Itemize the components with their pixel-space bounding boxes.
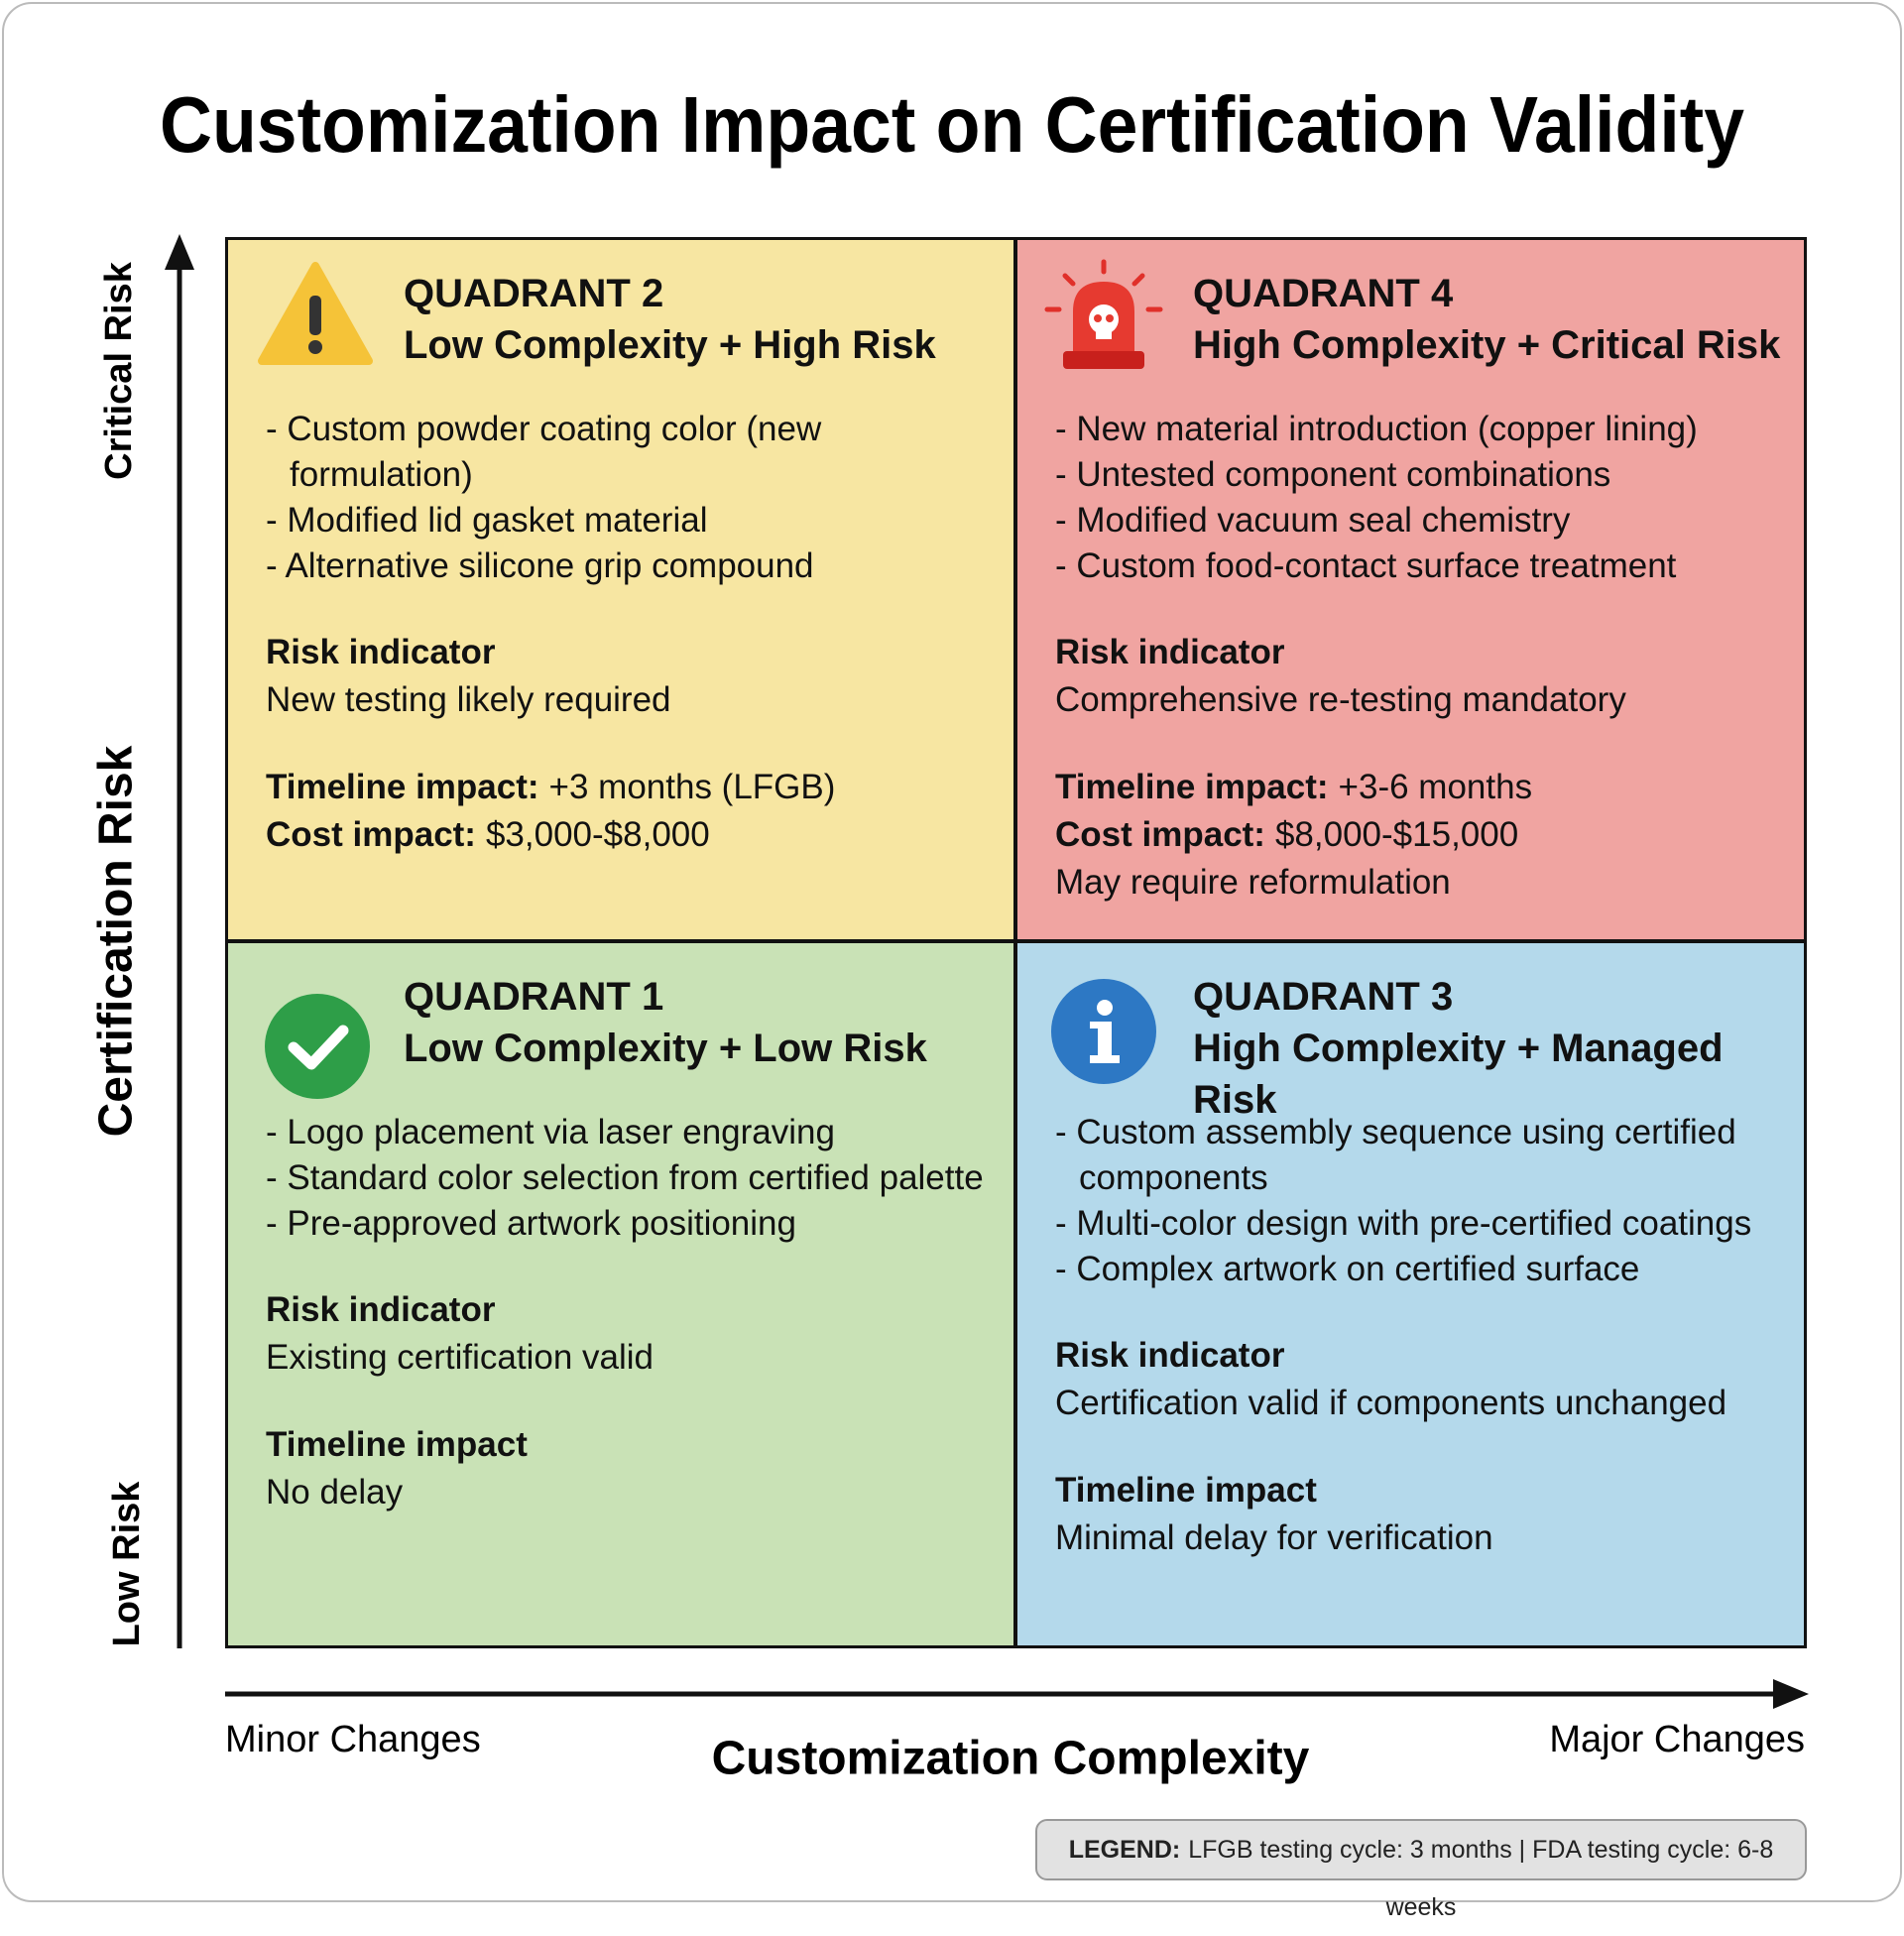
quadrant-body: - Custom assembly sequence using certifi… — [1055, 1110, 1784, 1562]
info-text: Minimal delay for verification — [1055, 1518, 1493, 1557]
info-label: Timeline impact — [266, 1425, 528, 1464]
info-icon — [1051, 979, 1156, 1084]
check-icon — [265, 994, 370, 1099]
info-text: No delay — [266, 1473, 404, 1512]
list-item: - Custom powder coating color (new formu… — [266, 410, 822, 494]
quadrant-label: QUADRANT 1 — [404, 975, 664, 1019]
quadrant-label: QUADRANT 3 — [1193, 975, 1454, 1019]
quadrant-heading: QUADRANT 3 High Complexity + Managed Risk — [1193, 971, 1804, 1126]
info-line: Risk indicator — [1055, 629, 1784, 676]
legend: LEGEND: LFGB testing cycle: 3 months | FD… — [1035, 1819, 1807, 1921]
list-item: - Alternative silicone grip compound — [266, 546, 814, 585]
info-block: Timeline impact No delay — [266, 1421, 995, 1516]
quadrant-title: High Complexity + Critical Risk — [1193, 323, 1781, 367]
title: Customization Impact on Certification Va… — [160, 80, 1744, 169]
info-text: +3-6 months — [1338, 768, 1533, 806]
quadrant-title: Low Complexity + Low Risk — [404, 1027, 927, 1070]
warning-icon — [258, 262, 373, 365]
info-line: Risk indicator — [1055, 1332, 1784, 1380]
quadrant: QUADRANT 3 High Complexity + Managed Risk… — [1014, 940, 1807, 1648]
info-label: Risk indicator — [1055, 1336, 1285, 1375]
info-text: $8,000-$15,000 — [1274, 815, 1519, 854]
info-line: Certification valid if components unchan… — [1055, 1380, 1784, 1427]
info-line: Timeline impact: +3 months (LFGB) — [266, 764, 995, 811]
info-line: Risk indicator — [266, 629, 995, 676]
y-axis-label: Certification Risk — [90, 745, 143, 1137]
info-block: Risk indicator Existing certification val… — [266, 1286, 995, 1382]
info-label: Risk indicator — [1055, 633, 1285, 671]
legend-label: LEGEND: — [1068, 1836, 1181, 1864]
info-line: Minimal delay for verification — [1055, 1514, 1784, 1562]
quadrant-heading: QUADRANT 2 Low Complexity + High Risk — [404, 268, 936, 371]
list-item: - New material introduction (copper lini… — [1055, 410, 1698, 448]
info-block: Timeline impact: +3 months (LFGB) Cost imp… — [266, 764, 995, 859]
info-text: May require reformulation — [1055, 863, 1451, 902]
y-bottom-label: Low Risk — [106, 1481, 148, 1647]
y-arrow — [165, 234, 194, 270]
list-item: - Standard color selection from certifie… — [266, 1158, 984, 1197]
quadrant: QUADRANT 4 High Complexity + Critical Ris… — [1014, 237, 1807, 942]
quadrant-heading: QUADRANT 4 High Complexity + Critical Ris… — [1193, 268, 1780, 371]
info-line: Timeline impact: +3-6 months — [1055, 764, 1784, 811]
info-block: Risk indicator Certification valid if com… — [1055, 1332, 1784, 1427]
info-text: $3,000-$8,000 — [485, 815, 710, 854]
info-block: Timeline impact Minimal delay for verific… — [1055, 1467, 1784, 1562]
quadrant-title: High Complexity + Managed Risk — [1193, 1027, 1724, 1122]
legend-text: LFGB testing cycle: 3 months | FDA testi… — [1188, 1836, 1774, 1921]
info-block: Risk indicator New testing likely require… — [266, 629, 995, 724]
info-line: No delay — [266, 1469, 995, 1516]
info-line: Risk indicator — [266, 1286, 995, 1334]
x-right-label: Major Changes — [1549, 1719, 1805, 1760]
x-arrow — [1773, 1679, 1809, 1709]
info-line: May require reformulation — [1055, 859, 1784, 907]
list-item: - Multi-color design with pre-certified … — [1055, 1204, 1752, 1243]
info-label: Risk indicator — [266, 1290, 496, 1329]
list-item: - Modified lid gasket material — [266, 501, 708, 540]
alarm-icon — [1044, 259, 1163, 369]
quadrant-body: - Custom powder coating color (new formu… — [266, 407, 995, 859]
list-item: - Untested component combinations — [1055, 455, 1611, 494]
info-line: Existing certification valid — [266, 1334, 995, 1382]
x-axis-label: Customization Complexity — [712, 1733, 1310, 1785]
info-line: Timeline impact — [1055, 1467, 1784, 1514]
info-block: Timeline impact: +3-6 months Cost impact: $… — [1055, 764, 1784, 907]
info-line: New testing likely required — [266, 676, 995, 724]
info-text: Comprehensive re-testing mandatory — [1055, 680, 1626, 719]
y-top-label: Critical Risk — [98, 261, 140, 480]
list-item: - Modified vacuum seal chemistry — [1055, 501, 1571, 540]
info-text: New testing likely required — [266, 680, 671, 719]
quadrant-label: QUADRANT 2 — [404, 272, 664, 315]
list-item: - Custom food-contact surface treatment — [1055, 546, 1677, 585]
quadrant-body: - New material introduction (copper lini… — [1055, 407, 1784, 907]
info-text: +3 months (LFGB) — [548, 768, 836, 806]
info-line: Cost impact: $8,000-$15,000 — [1055, 811, 1784, 859]
quadrant-title: Low Complexity + High Risk — [404, 323, 936, 367]
list-item: - Complex artwork on certified surface — [1055, 1250, 1640, 1288]
info-label: Risk indicator — [266, 633, 496, 671]
info-label: Timeline impact: — [1055, 768, 1329, 806]
quadrant-label: QUADRANT 4 — [1193, 272, 1454, 315]
list-item: - Custom assembly sequence using certifi… — [1055, 1113, 1736, 1197]
info-text: Existing certification valid — [266, 1338, 654, 1377]
info-line: Cost impact: $3,000-$8,000 — [266, 811, 995, 859]
quadrant-heading: QUADRANT 1 Low Complexity + Low Risk — [404, 971, 927, 1074]
info-label: Timeline impact: — [266, 768, 539, 806]
list-item: - Pre-approved artwork positioning — [266, 1204, 796, 1243]
quadrant-body: - Logo placement via laser engraving - St… — [266, 1110, 995, 1516]
list-item: - Logo placement via laser engraving — [266, 1113, 835, 1151]
info-line: Comprehensive re-testing mandatory — [1055, 676, 1784, 724]
info-line: Timeline impact — [266, 1421, 995, 1469]
info-block: Risk indicator Comprehensive re-testing m… — [1055, 629, 1784, 724]
info-label: Cost impact: — [1055, 815, 1265, 854]
info-label: Timeline impact — [1055, 1471, 1317, 1510]
x-left-label: Minor Changes — [225, 1719, 481, 1760]
info-label: Cost impact: — [266, 815, 476, 854]
info-text: Certification valid if components unchan… — [1055, 1384, 1727, 1422]
